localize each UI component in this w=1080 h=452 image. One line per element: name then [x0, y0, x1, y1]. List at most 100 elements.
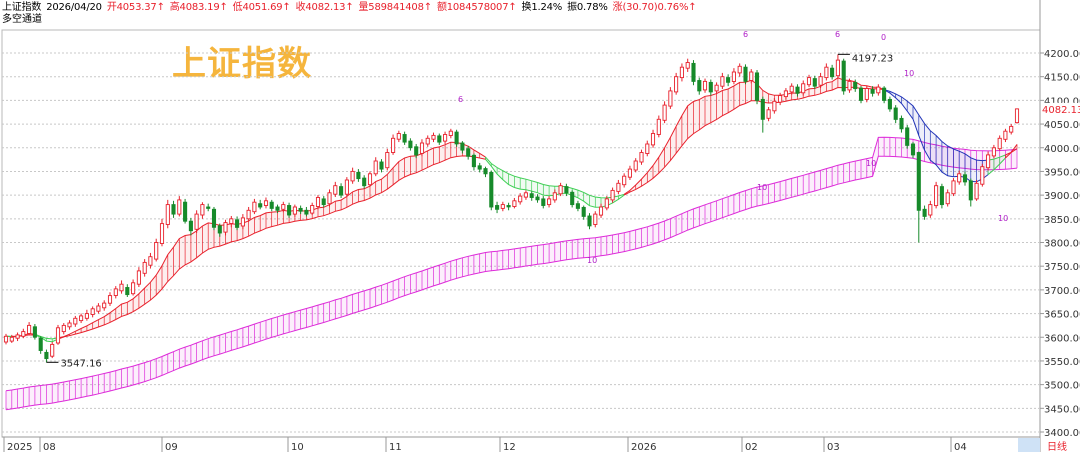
x-tick-label: 09 [165, 442, 178, 452]
candle-body [350, 170, 355, 182]
y-tick-label: 3900.00 [1044, 191, 1080, 202]
candle-body [460, 142, 465, 151]
candle [893, 105, 898, 124]
candle [558, 182, 563, 197]
candle-body [991, 147, 996, 157]
y-tick-label: 3950.00 [1044, 167, 1080, 178]
candle-body [333, 185, 338, 195]
candle [414, 143, 419, 159]
candle [662, 101, 667, 124]
candle-body [3, 335, 9, 343]
candle [240, 214, 245, 230]
trend-channel-5-fill [624, 77, 885, 196]
candle [1003, 128, 1008, 143]
candle [188, 217, 193, 236]
candle [824, 63, 829, 81]
candle-body [84, 313, 89, 319]
candle-body [425, 137, 430, 145]
candle [500, 201, 505, 212]
candle [38, 336, 43, 354]
candle [789, 83, 794, 95]
trend-channel-6-upper [883, 89, 989, 162]
candle-body [269, 201, 274, 209]
candle-body [292, 206, 297, 215]
last-price-bg [1041, 102, 1079, 115]
candle-body [466, 148, 471, 157]
scroll-indicator [1018, 438, 1040, 452]
candle [714, 82, 719, 94]
candle [922, 205, 927, 220]
candle-body [876, 86, 881, 94]
candle-body [928, 204, 933, 216]
candle-body [79, 315, 84, 322]
candle-body [610, 189, 615, 201]
candle [61, 323, 66, 335]
candle-body [373, 160, 378, 175]
trend-channel-8-lower [1005, 148, 1018, 159]
candle [633, 158, 638, 173]
candle-body [656, 118, 661, 135]
candle-body [194, 213, 199, 230]
candle-body [951, 180, 956, 195]
candle-body [298, 207, 303, 212]
candle [275, 204, 280, 214]
indicator-name: 多空通道 [2, 14, 42, 25]
candle [575, 200, 580, 212]
candle-body [679, 66, 684, 79]
candle-body [200, 204, 205, 216]
candle-body [61, 324, 66, 333]
magenta-channel-lower [5, 155, 1018, 411]
candle [702, 78, 708, 93]
candle [391, 134, 396, 155]
band-number-label: 10 [998, 214, 1008, 223]
chart-title: 上证指数 [172, 44, 312, 84]
candle [125, 284, 130, 297]
trend-channel-3-lower [57, 155, 486, 340]
candle-body [858, 87, 864, 101]
candle-body [1009, 125, 1014, 133]
candle-body [945, 192, 950, 205]
candle-body [853, 81, 858, 90]
index-name: 上证指数 [2, 2, 42, 13]
candle [806, 74, 812, 88]
x-tick-label: 2025 [7, 442, 32, 452]
candle [281, 201, 286, 213]
candle [362, 175, 367, 189]
candle-body [812, 78, 817, 87]
candle-body [379, 161, 384, 170]
candle [951, 178, 956, 197]
candle [154, 238, 159, 262]
candle [541, 196, 546, 209]
candle [107, 292, 113, 306]
candle-body [437, 135, 442, 143]
candle-body [73, 317, 78, 325]
x-tick-label: 12 [503, 442, 516, 452]
y-tick-label: 3700.00 [1044, 286, 1080, 297]
y-tick-label: 3850.00 [1044, 215, 1080, 226]
candle [27, 322, 32, 336]
candle-body [806, 77, 812, 86]
candle [581, 205, 586, 220]
candle-body [726, 77, 731, 83]
candle [90, 306, 95, 318]
candle [512, 197, 517, 209]
candle-body [957, 173, 962, 183]
y-tick-label: 4000.00 [1044, 144, 1080, 155]
candle-body [835, 59, 840, 77]
trend-channel-3-fill [58, 142, 486, 340]
candle [21, 328, 26, 339]
candle-body [910, 143, 916, 156]
candle-body [211, 208, 217, 228]
quote-volume: 量589841408↑ [358, 2, 433, 13]
candle [344, 177, 349, 197]
candle [229, 215, 234, 228]
candle [55, 324, 61, 345]
candle-body [252, 201, 257, 213]
candle-body [593, 213, 598, 225]
candle-body [795, 86, 800, 94]
candle-body [864, 88, 869, 100]
candle [795, 84, 800, 97]
candle [223, 219, 228, 236]
candle [547, 196, 552, 208]
